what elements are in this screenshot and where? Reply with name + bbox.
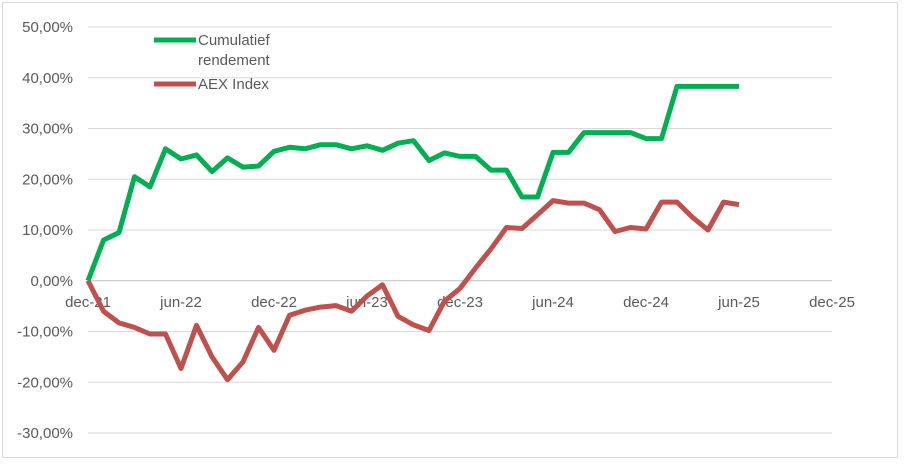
x-tick-label: dec-25 (809, 294, 855, 311)
series-line-cumulatief-rendement (85, 83, 739, 282)
y-tick-label: 30,00% (22, 121, 73, 138)
y-tick-label: 0,00% (30, 273, 73, 290)
x-axis-tick-labels: dec-21 jun-22 dec-22 jun-23 dec-23 jun-24 dec-… (65, 294, 855, 311)
y-tick-label: -20,00% (17, 374, 73, 391)
y-tick-label: 20,00% (22, 171, 73, 188)
legend-label: AEX Index (198, 76, 269, 93)
legend-label: rendement (198, 52, 271, 69)
x-tick-label: jun-25 (717, 294, 760, 311)
y-tick-label: 50,00% (22, 19, 73, 36)
legend-label: Cumulatief (198, 32, 271, 49)
series-line-aex-index (85, 198, 740, 383)
y-axis-tick-labels: 50,00% 40,00% 30,00% 20,00% 10,00% 0,00% -10,0… (17, 19, 73, 442)
x-tick-label: dec-24 (623, 294, 669, 311)
y-tick-label: 40,00% (22, 70, 73, 87)
x-tick-label: dec-22 (251, 294, 297, 311)
y-tick-label: -30,00% (17, 425, 73, 442)
x-tick-label: jun-22 (159, 294, 202, 311)
gridlines (88, 26, 832, 434)
x-tick-label: jun-24 (531, 294, 574, 311)
y-tick-label: -10,00% (17, 324, 73, 341)
legend: Cumulatief rendement AEX Index (154, 32, 271, 93)
y-tick-label: 10,00% (22, 222, 73, 239)
series-lines (85, 83, 740, 383)
